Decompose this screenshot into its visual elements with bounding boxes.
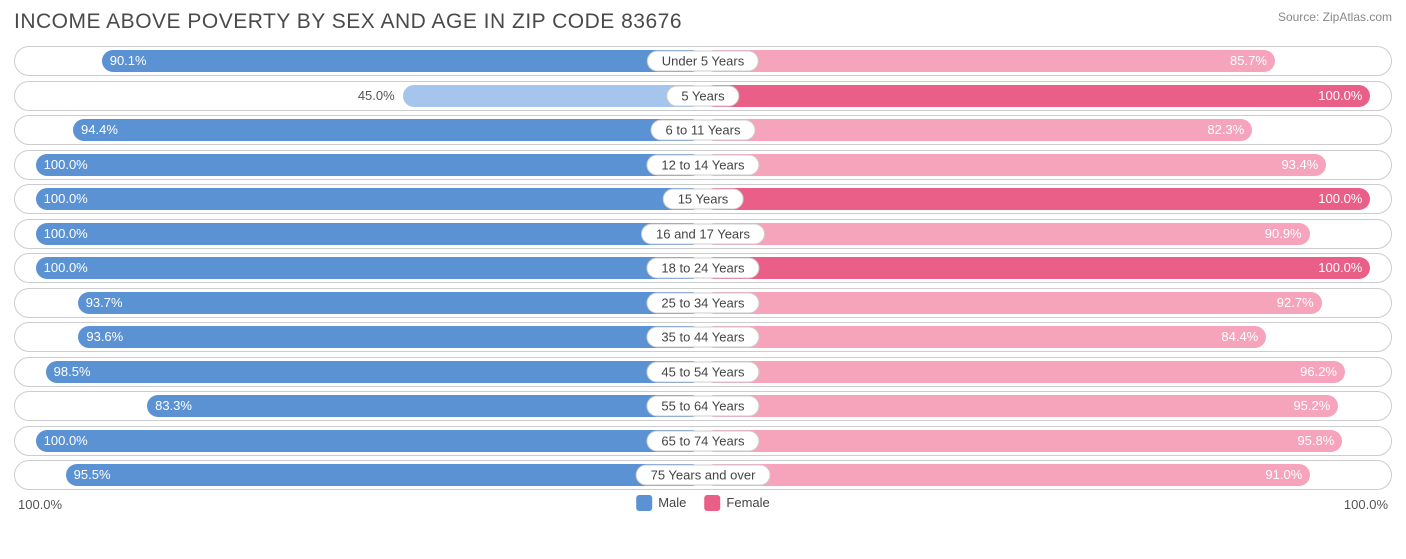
legend-female: Female [704, 495, 769, 511]
male-bar: 100.0% [36, 188, 703, 210]
male-bar-label: 98.5% [54, 361, 91, 383]
category-label: 5 Years [666, 85, 739, 106]
category-label: 45 to 54 Years [646, 361, 759, 382]
male-bar-label: 100.0% [44, 430, 88, 452]
chart-source: Source: ZipAtlas.com [1278, 10, 1392, 24]
female-bar-label: 100.0% [1318, 188, 1362, 210]
axis-right-label: 100.0% [1344, 497, 1388, 512]
male-bar: 93.6% [78, 326, 703, 348]
male-bar: 100.0% [36, 430, 703, 452]
male-bar: 93.7% [78, 292, 703, 314]
female-bar: 96.2% [703, 361, 1345, 383]
female-bar: 84.4% [703, 326, 1266, 348]
male-bar-label: 100.0% [44, 223, 88, 245]
category-label: 35 to 44 Years [646, 327, 759, 348]
female-bar: 100.0% [703, 188, 1370, 210]
female-bar: 90.9% [703, 223, 1310, 245]
chart-row: 95.5% 91.0% 75 Years and over [14, 460, 1392, 490]
male-bar-label: 93.7% [86, 292, 123, 314]
category-label: Under 5 Years [647, 51, 759, 72]
female-bar: 92.7% [703, 292, 1322, 314]
female-bar-label: 84.4% [1221, 326, 1258, 348]
chart-axis: 100.0% Male Female 100.0% [14, 495, 1392, 519]
male-bar: 100.0% [36, 257, 703, 279]
female-bar: 85.7% [703, 50, 1275, 72]
chart-header: INCOME ABOVE POVERTY BY SEX AND AGE IN Z… [14, 10, 1392, 34]
male-bar-label: 93.6% [86, 326, 123, 348]
male-bar: 98.5% [46, 361, 703, 383]
category-label: 12 to 14 Years [646, 154, 759, 175]
male-bar-label: 95.5% [74, 464, 111, 486]
chart-row: 93.7% 92.7% 25 to 34 Years [14, 288, 1392, 318]
category-label: 75 Years and over [636, 465, 771, 486]
female-bar: 93.4% [703, 154, 1326, 176]
female-bar-label: 91.0% [1265, 464, 1302, 486]
diverging-bar-chart: 90.1% 85.7% Under 5 Years 45.0% 100.0% 5 Year… [14, 46, 1392, 490]
category-label: 55 to 64 Years [646, 396, 759, 417]
female-bar: 91.0% [703, 464, 1310, 486]
chart-row: 93.6% 84.4% 35 to 44 Years [14, 322, 1392, 352]
female-bar-label: 100.0% [1318, 85, 1362, 107]
female-bar-label: 93.4% [1281, 154, 1318, 176]
category-label: 18 to 24 Years [646, 258, 759, 279]
male-bar-label: 83.3% [155, 395, 192, 417]
male-bar: 100.0% [36, 154, 703, 176]
chart-row: 100.0% 100.0% 18 to 24 Years [14, 253, 1392, 283]
female-bar-label: 95.8% [1297, 430, 1334, 452]
male-bar-label: 100.0% [44, 154, 88, 176]
chart-title: INCOME ABOVE POVERTY BY SEX AND AGE IN Z… [14, 10, 682, 34]
legend-male: Male [636, 495, 686, 511]
category-label: 6 to 11 Years [651, 120, 756, 141]
chart-row: 94.4% 82.3% 6 to 11 Years [14, 115, 1392, 145]
female-bar-label: 90.9% [1265, 223, 1302, 245]
male-bar: 95.5% [66, 464, 703, 486]
chart-row: 100.0% 100.0% 15 Years [14, 184, 1392, 214]
female-bar-label: 85.7% [1230, 50, 1267, 72]
chart-row: 83.3% 95.2% 55 to 64 Years [14, 391, 1392, 421]
category-label: 15 Years [663, 189, 744, 210]
female-bar-label: 92.7% [1277, 292, 1314, 314]
male-bar [403, 85, 703, 107]
legend-female-swatch [704, 495, 720, 511]
legend-male-label: Male [658, 495, 686, 510]
female-bar: 95.2% [703, 395, 1338, 417]
legend-female-label: Female [726, 495, 769, 510]
male-bar: 100.0% [36, 223, 703, 245]
category-label: 16 and 17 Years [641, 223, 765, 244]
male-bar-label: 45.0% [358, 85, 395, 107]
male-bar: 83.3% [147, 395, 703, 417]
male-bar-label: 94.4% [81, 119, 118, 141]
female-bar-label: 82.3% [1207, 119, 1244, 141]
female-bar-label: 96.2% [1300, 361, 1337, 383]
category-label: 65 to 74 Years [646, 430, 759, 451]
male-bar-label: 100.0% [44, 188, 88, 210]
chart-legend: Male Female [636, 495, 770, 511]
female-bar: 100.0% [703, 257, 1370, 279]
female-bar: 82.3% [703, 119, 1252, 141]
chart-row: 100.0% 95.8% 65 to 74 Years [14, 426, 1392, 456]
female-bar-label: 100.0% [1318, 257, 1362, 279]
axis-left-label: 100.0% [18, 497, 62, 512]
category-label: 25 to 34 Years [646, 292, 759, 313]
male-bar-label: 100.0% [44, 257, 88, 279]
male-bar-label: 90.1% [110, 50, 147, 72]
chart-row: 45.0% 100.0% 5 Years [14, 81, 1392, 111]
male-bar: 94.4% [73, 119, 703, 141]
female-bar: 95.8% [703, 430, 1342, 452]
female-bar: 100.0% [703, 85, 1370, 107]
chart-row: 100.0% 93.4% 12 to 14 Years [14, 150, 1392, 180]
legend-male-swatch [636, 495, 652, 511]
female-bar-label: 95.2% [1293, 395, 1330, 417]
chart-row: 100.0% 90.9% 16 and 17 Years [14, 219, 1392, 249]
chart-row: 90.1% 85.7% Under 5 Years [14, 46, 1392, 76]
chart-row: 98.5% 96.2% 45 to 54 Years [14, 357, 1392, 387]
male-bar: 90.1% [102, 50, 703, 72]
